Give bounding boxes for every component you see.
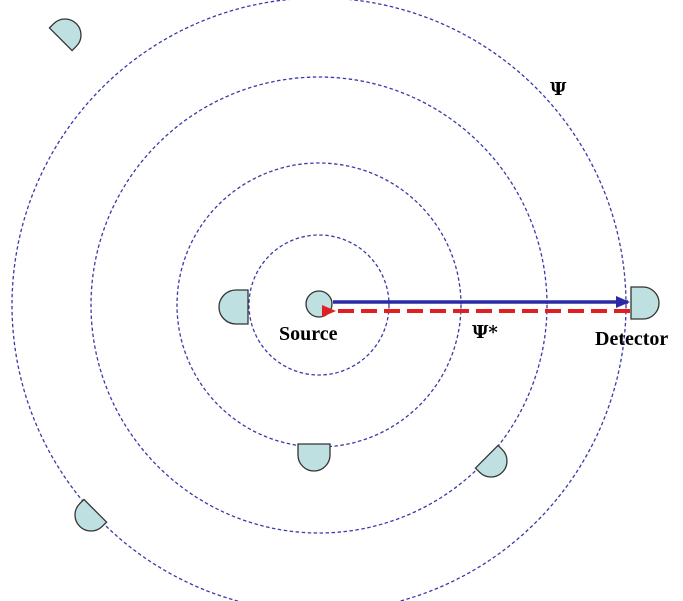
detector-icon-bottom (297, 443, 331, 472)
detector-icon-lower-left (74, 498, 108, 532)
wavefront-ring-3 (90, 76, 548, 534)
source-label: Source (279, 323, 338, 345)
detector-icon-lower-right (474, 444, 508, 478)
source-icon (305, 290, 333, 318)
detector-icon-upper-left (48, 18, 82, 52)
wavefront-ring-1 (248, 234, 390, 376)
psi-label: Ψ (550, 79, 567, 100)
detector-icon-left (218, 289, 249, 325)
detector-label: Detector (595, 328, 668, 350)
psi-star-label: Ψ* (472, 322, 498, 343)
detector-icon-main (630, 286, 660, 320)
